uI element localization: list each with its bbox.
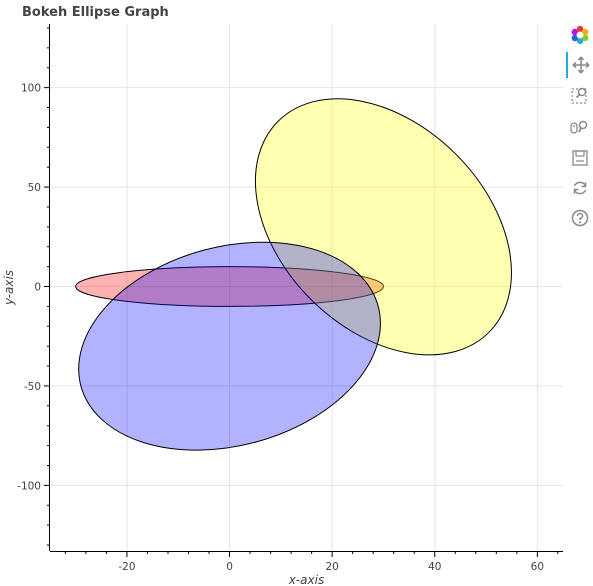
bokeh-logo-icon (571, 25, 588, 45)
x-tick-label: -20 (118, 561, 135, 573)
help-tool-icon (571, 209, 588, 227)
x-tick-label: 20 (325, 561, 338, 573)
pan-tool-icon (572, 56, 589, 74)
bokeh-logo[interactable] (566, 22, 593, 48)
wheel-zoom-tool-icon (569, 120, 587, 134)
chart-title: Bokeh Ellipse Graph (22, 5, 169, 20)
y-axis-title: y-axis (2, 270, 16, 306)
reset-tool-icon (573, 181, 586, 195)
box-zoom-tool[interactable] (566, 82, 593, 108)
x-axis-title: x-axis (288, 573, 324, 586)
y-tick-label: 50 (28, 182, 41, 194)
reset-tool[interactable] (566, 175, 593, 201)
y-tick-label: -100 (17, 480, 41, 492)
axes (49, 24, 563, 552)
save-tool[interactable] (566, 145, 593, 171)
pan-tool[interactable] (566, 52, 593, 78)
x-tick-label: 40 (428, 561, 441, 573)
toolbar (566, 22, 593, 232)
ellipse-2 (254, 98, 512, 356)
ellipse-3 (78, 241, 381, 451)
wheel-zoom-tool[interactable] (566, 114, 593, 140)
y-axis-ticks: -100 -50 0 50 100 (17, 27, 50, 546)
box-zoom-tool-icon (570, 87, 587, 104)
help-tool[interactable] (566, 205, 593, 231)
ellipse-1 (75, 266, 384, 307)
x-axis-ticks: -20 0 20 40 60 (64, 551, 559, 573)
y-tick-label: 100 (21, 83, 41, 95)
save-tool-icon (571, 150, 588, 166)
y-tick-label: -50 (24, 381, 41, 393)
y-tick-label: 0 (34, 282, 41, 294)
ellipse-glyphs (75, 98, 512, 451)
x-tick-label: 60 (531, 561, 544, 573)
x-tick-label: 0 (226, 561, 233, 573)
